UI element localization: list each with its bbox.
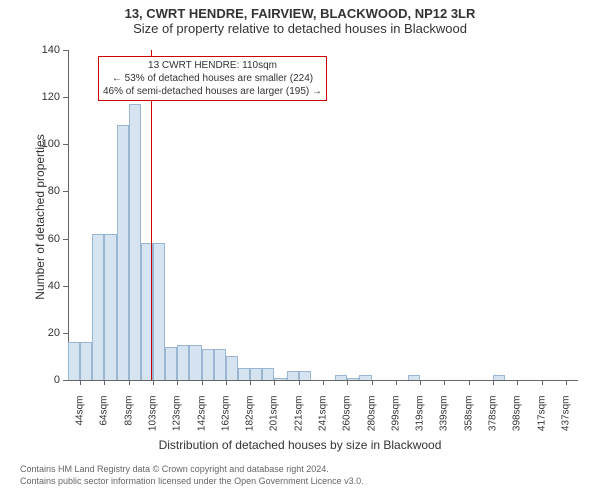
histogram-bar: [250, 368, 262, 380]
title-line2: Size of property relative to detached ho…: [0, 21, 600, 36]
histogram-bar: [287, 371, 299, 380]
histogram-bar: [129, 104, 141, 380]
annotation-line3: 46% of semi-detached houses are larger (…: [103, 85, 322, 98]
x-tick: [226, 380, 227, 385]
x-tick: [323, 380, 324, 385]
x-tick: [129, 380, 130, 385]
y-tick-label: 120: [30, 91, 60, 103]
x-tick: [347, 380, 348, 385]
y-tick: [63, 50, 68, 51]
x-tick: [153, 380, 154, 385]
histogram-bar: [68, 342, 80, 380]
footer-line1: Contains HM Land Registry data © Crown c…: [20, 464, 364, 476]
title-line1: 13, CWRT HENDRE, FAIRVIEW, BLACKWOOD, NP…: [0, 0, 600, 21]
histogram-bar: [408, 375, 420, 380]
histogram-bar: [493, 375, 505, 380]
x-tick: [396, 380, 397, 385]
x-tick: [274, 380, 275, 385]
footer: Contains HM Land Registry data © Crown c…: [20, 464, 364, 487]
histogram-bar: [104, 234, 116, 380]
x-axis-label: Distribution of detached houses by size …: [0, 438, 600, 452]
x-tick: [469, 380, 470, 385]
y-tick: [63, 144, 68, 145]
annotation-line1: 13 CWRT HENDRE: 110sqm: [103, 59, 322, 72]
histogram-bar: [92, 234, 104, 380]
y-tick: [63, 286, 68, 287]
histogram-bar: [299, 371, 311, 380]
histogram-bar: [153, 243, 165, 380]
histogram-bar: [359, 375, 371, 380]
histogram-bar: [335, 375, 347, 380]
histogram-bar: [262, 368, 274, 380]
x-tick: [177, 380, 178, 385]
x-tick: [104, 380, 105, 385]
histogram-bar: [214, 349, 226, 380]
histogram-bar: [177, 345, 189, 380]
x-tick: [517, 380, 518, 385]
histogram-bar: [189, 345, 201, 380]
annotation-line2: ← 53% of detached houses are smaller (22…: [103, 72, 322, 85]
histogram-bar: [347, 378, 359, 380]
y-tick-label: 140: [30, 44, 60, 56]
footer-line2: Contains public sector information licen…: [20, 476, 364, 488]
y-tick: [63, 97, 68, 98]
histogram-bar: [226, 356, 238, 380]
x-tick: [444, 380, 445, 385]
annotation-box: 13 CWRT HENDRE: 110sqm← 53% of detached …: [98, 56, 327, 101]
y-axis: [68, 50, 69, 380]
y-axis-label: Number of detached properties: [33, 117, 47, 317]
y-tick-label: 20: [30, 327, 60, 339]
chart-container: 13, CWRT HENDRE, FAIRVIEW, BLACKWOOD, NP…: [0, 0, 600, 500]
histogram-bar: [80, 342, 92, 380]
histogram-bar: [202, 349, 214, 380]
x-tick: [250, 380, 251, 385]
x-tick: [420, 380, 421, 385]
histogram-bar: [117, 125, 129, 380]
y-tick: [63, 333, 68, 334]
histogram-bar: [238, 368, 250, 380]
histogram-bar: [274, 378, 286, 380]
x-tick: [80, 380, 81, 385]
histogram-bar: [165, 347, 177, 380]
y-tick: [63, 191, 68, 192]
x-tick: [566, 380, 567, 385]
x-tick: [542, 380, 543, 385]
x-tick: [299, 380, 300, 385]
x-tick: [202, 380, 203, 385]
plot-area: 02040608010012014044sqm64sqm83sqm103sqm1…: [68, 50, 578, 380]
y-tick: [63, 239, 68, 240]
y-tick-label: 0: [30, 374, 60, 386]
y-tick: [63, 380, 68, 381]
x-tick: [493, 380, 494, 385]
x-tick: [372, 380, 373, 385]
